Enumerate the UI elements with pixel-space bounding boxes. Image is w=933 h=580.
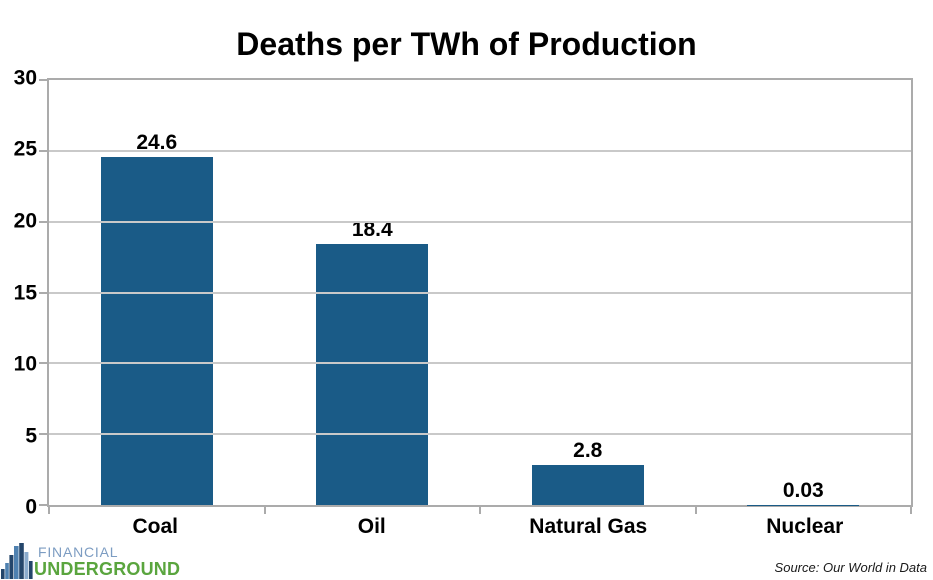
category-label-oil: Oil: [357, 515, 386, 538]
y-axis-tick: [39, 79, 47, 81]
y-axis-tick-label: 0: [25, 495, 37, 519]
value-label-coal: 24.6: [136, 130, 178, 154]
x-axis-labels: Coal Oil Natural Gas Nuclear: [47, 515, 913, 539]
bar-coal: [100, 156, 213, 505]
logo-financial-text: FINANCIAL: [38, 544, 119, 560]
bar-natural-gas: [531, 465, 644, 505]
y-axis-tick-label: 15: [13, 281, 37, 304]
logo-text: FINANCIAL UNDERGROUND: [34, 544, 180, 579]
y-axis-tick: [39, 220, 47, 223]
x-axis-tick: [263, 507, 266, 514]
gridline: [49, 291, 911, 294]
bar-group-nuclear: 0.03: [696, 80, 912, 505]
bar-group-coal: 24.6: [49, 80, 265, 505]
y-axis-tick-label: 25: [13, 137, 37, 161]
y-axis-tick-label: 30: [13, 66, 37, 90]
y-axis-tick: [39, 504, 47, 506]
x-axis-tick: [910, 507, 912, 514]
y-axis-tick: [39, 291, 47, 294]
value-label-oil: 18.4: [351, 218, 393, 242]
y-axis-tick-label: 10: [13, 352, 37, 376]
category-label-nuclear: Nuclear: [766, 515, 844, 538]
y-axis: 0 5 10 15 20 25 30: [0, 68, 37, 518]
gridline: [49, 149, 911, 152]
y-axis-tick: [39, 433, 47, 436]
bar-group-natural-gas: 2.8: [480, 80, 696, 505]
y-axis-tick-label: 20: [13, 209, 37, 233]
y-axis-tick: [39, 149, 47, 152]
gridline: [49, 362, 911, 365]
bar-series: 24.6 18.4 2.8 0.03: [49, 80, 911, 505]
plot-area: 24.6 18.4 2.8 0.03: [39, 78, 913, 514]
skyline-bars-icon: [1, 543, 35, 579]
y-axis-tick: [39, 362, 47, 365]
chart-title: Deaths per TWh of Production: [236, 26, 697, 62]
value-label-natural-gas: 2.8: [573, 439, 603, 463]
bar-group-oil: 18.4: [265, 80, 481, 505]
y-axis-tick-label: 5: [25, 424, 37, 447]
x-axis-tick: [694, 507, 697, 514]
category-label-natural-gas: Natural Gas: [529, 515, 648, 538]
bar-oil: [316, 244, 429, 505]
gridline: [49, 220, 911, 223]
x-axis-tick: [479, 507, 481, 514]
category-label-coal: Coal: [132, 515, 178, 538]
gridline: [49, 433, 911, 436]
financial-underground-logo: FINANCIAL UNDERGROUND: [1, 543, 180, 579]
source-attribution: Source: Our World in Data: [774, 560, 927, 575]
logo-underground-text: UNDERGROUND: [34, 559, 181, 579]
x-axis-tick: [48, 507, 50, 514]
value-label-nuclear: 0.03: [782, 478, 824, 502]
